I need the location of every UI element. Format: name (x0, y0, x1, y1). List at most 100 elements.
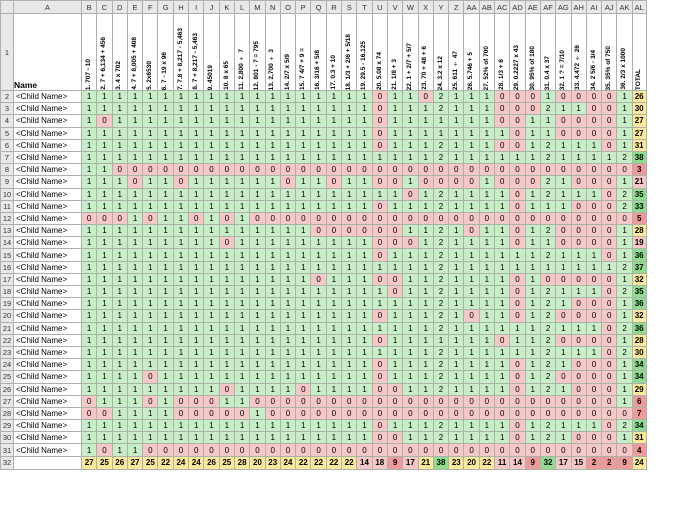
child-name-cell[interactable]: <Child Name> (13, 297, 82, 311)
score-cell[interactable]: 0 (601, 138, 618, 152)
score-cell[interactable]: 2 (616, 345, 633, 360)
score-cell[interactable]: 1 (80, 370, 98, 384)
score-cell[interactable]: 0 (325, 394, 343, 408)
score-cell[interactable]: 1 (188, 89, 205, 104)
score-cell[interactable]: 1 (463, 102, 480, 116)
score-cell[interactable]: 1 (142, 175, 159, 189)
score-cell[interactable]: 1 (325, 199, 343, 213)
score-cell[interactable]: 1 (249, 272, 266, 287)
score-cell[interactable]: 0 (601, 236, 618, 250)
score-cell[interactable]: 1 (356, 248, 373, 262)
row-number[interactable]: 4 (0, 114, 14, 128)
score-cell[interactable]: 1 (279, 382, 297, 396)
score-cell[interactable]: 0 (279, 406, 297, 421)
score-cell[interactable]: 1 (126, 394, 144, 408)
score-cell[interactable]: 0 (432, 443, 450, 457)
score-cell[interactable]: 1 (188, 224, 205, 238)
score-cell[interactable]: 1 (585, 321, 603, 335)
score-cell[interactable]: 1 (233, 126, 251, 140)
score-cell[interactable]: 1 (142, 89, 159, 104)
score-cell[interactable]: 1 (157, 297, 174, 311)
score-cell[interactable]: 1 (172, 284, 190, 299)
score-cell[interactable]: 1 (448, 345, 465, 360)
score-cell[interactable]: 1 (295, 345, 312, 360)
column-letter-c[interactable]: C (96, 0, 113, 14)
score-cell[interactable]: 1 (249, 89, 266, 104)
row-number[interactable]: 21 (0, 321, 14, 335)
score-cell[interactable]: 1 (448, 321, 465, 335)
score-cell[interactable]: 1 (386, 260, 404, 274)
score-cell[interactable]: 0 (509, 382, 526, 396)
score-cell[interactable]: 1 (203, 297, 220, 311)
score-cell[interactable]: 1 (157, 406, 174, 421)
score-cell[interactable]: 1 (386, 333, 404, 347)
score-cell[interactable]: 2 (432, 272, 450, 287)
score-cell[interactable]: 0 (402, 211, 419, 226)
score-cell[interactable]: 1 (325, 150, 343, 165)
score-cell[interactable]: 1 (402, 150, 419, 165)
score-cell[interactable]: 1 (417, 333, 434, 347)
score-cell[interactable]: 1 (279, 248, 297, 262)
row-number[interactable]: 22 (0, 333, 14, 347)
score-cell[interactable]: 1 (295, 431, 312, 445)
question-header[interactable]: 16. 3/16 + 5/8 (310, 13, 327, 91)
score-cell[interactable]: 1 (494, 321, 511, 335)
score-cell[interactable]: 0 (371, 394, 388, 408)
score-cell[interactable]: 1 (157, 175, 174, 189)
score-cell[interactable]: 1 (188, 138, 205, 152)
score-cell[interactable]: 1 (249, 126, 266, 140)
score-cell[interactable]: 1 (524, 138, 541, 152)
score-cell[interactable]: 1 (96, 102, 113, 116)
score-cell[interactable]: 1 (188, 102, 205, 116)
score-cell[interactable]: 1 (402, 199, 419, 213)
column-total-cell[interactable]: 24 (188, 455, 205, 470)
score-cell[interactable]: 1 (585, 284, 603, 299)
score-cell[interactable]: 1 (494, 236, 511, 250)
score-cell[interactable]: 0 (371, 163, 388, 177)
score-cell[interactable]: 1 (356, 138, 373, 152)
score-cell[interactable]: 1 (142, 297, 159, 311)
score-cell[interactable]: 0 (585, 333, 603, 347)
score-cell[interactable]: 0 (570, 163, 587, 177)
score-cell[interactable]: 1 (264, 333, 281, 347)
score-cell[interactable]: 1 (264, 187, 281, 201)
score-cell[interactable]: 1 (111, 394, 128, 408)
score-cell[interactable]: 1 (341, 370, 358, 384)
score-cell[interactable]: 1 (172, 102, 190, 116)
score-cell[interactable]: 1 (371, 187, 388, 201)
score-cell[interactable]: 1 (279, 358, 297, 372)
score-cell[interactable]: 0 (616, 443, 633, 457)
score-cell[interactable]: 0 (218, 236, 235, 250)
column-total-cell[interactable]: 24 (172, 455, 190, 470)
score-cell[interactable]: 0 (524, 163, 541, 177)
question-header[interactable]: 8. 7 + 8,217 - 5,463 (188, 13, 205, 91)
score-cell[interactable]: 0 (570, 394, 587, 408)
score-cell[interactable]: 0 (371, 114, 388, 128)
score-cell[interactable]: 1 (279, 114, 297, 128)
score-cell[interactable]: 1 (172, 211, 190, 226)
column-total-cell[interactable]: 26 (203, 455, 220, 470)
score-cell[interactable]: 1 (386, 309, 404, 323)
score-cell[interactable]: 0 (494, 89, 511, 104)
score-cell[interactable]: 1 (188, 272, 205, 287)
score-cell[interactable]: 1 (172, 345, 190, 360)
score-cell[interactable]: 1 (524, 114, 541, 128)
score-cell[interactable]: 1 (555, 431, 572, 445)
score-cell[interactable]: 0 (601, 419, 618, 433)
score-cell[interactable]: 1 (218, 102, 235, 116)
score-cell[interactable]: 1 (616, 114, 633, 128)
score-cell[interactable]: 1 (356, 382, 373, 396)
score-cell[interactable]: 1 (249, 321, 266, 335)
score-cell[interactable]: 0 (555, 272, 572, 287)
score-cell[interactable]: 0 (601, 126, 618, 140)
row-number[interactable]: 16 (0, 260, 14, 274)
score-cell[interactable]: 1 (96, 224, 113, 238)
score-cell[interactable]: 0 (96, 443, 113, 457)
score-cell[interactable]: 1 (325, 272, 343, 287)
score-cell[interactable]: 1 (218, 150, 235, 165)
column-total-cell[interactable]: 25 (218, 455, 235, 470)
score-cell[interactable]: 0 (494, 175, 511, 189)
score-cell[interactable]: 2 (432, 345, 450, 360)
score-cell[interactable]: 1 (478, 284, 496, 299)
score-cell[interactable]: 1 (249, 309, 266, 323)
